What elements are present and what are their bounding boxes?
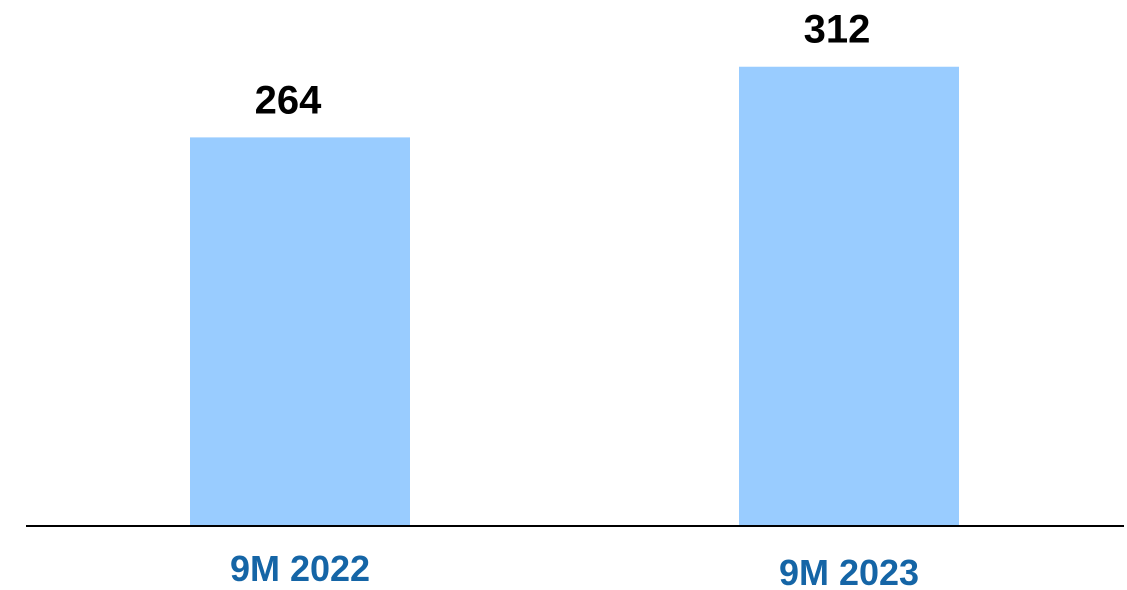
bar-9m-2023 [739, 66, 959, 527]
bars-group [190, 66, 959, 527]
bar-9m-2022 [190, 137, 410, 526]
category-label-9m-2022: 9M 2022 [230, 548, 370, 589]
value-labels-group: 264 312 [255, 8, 871, 123]
value-label-9m-2022: 264 [255, 78, 322, 122]
value-label-9m-2023: 312 [804, 8, 871, 52]
category-label-9m-2023: 9M 2023 [779, 552, 919, 590]
category-labels-group: 9M 2022 9M 2023 [230, 548, 919, 590]
